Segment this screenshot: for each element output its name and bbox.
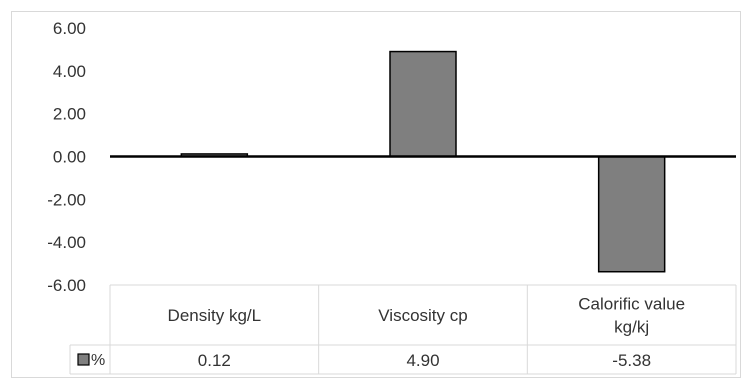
category-label: Viscosity cp [378,306,467,325]
category-label: Density kg/L [168,306,262,325]
bar [597,155,666,273]
data-table-value: 4.90 [406,351,439,370]
y-tick-label: 6.00 [53,19,86,38]
chart-border [11,11,741,378]
category-label: kg/kj [614,318,649,337]
y-tick-label: 2.00 [53,105,86,124]
legend-label: % [91,352,105,369]
data-table-value: 0.12 [198,351,231,370]
y-tick-label: 4.00 [53,62,86,81]
y-tick-label: -6.00 [47,276,86,295]
data-table-value: -5.38 [612,351,651,370]
bar [389,50,457,158]
y-tick-label: -2.00 [47,190,86,209]
category-label: Calorific value [578,295,685,314]
y-tick-label: -4.00 [47,233,86,252]
legend-swatch [77,353,90,366]
y-tick-label: 0.00 [53,148,86,167]
